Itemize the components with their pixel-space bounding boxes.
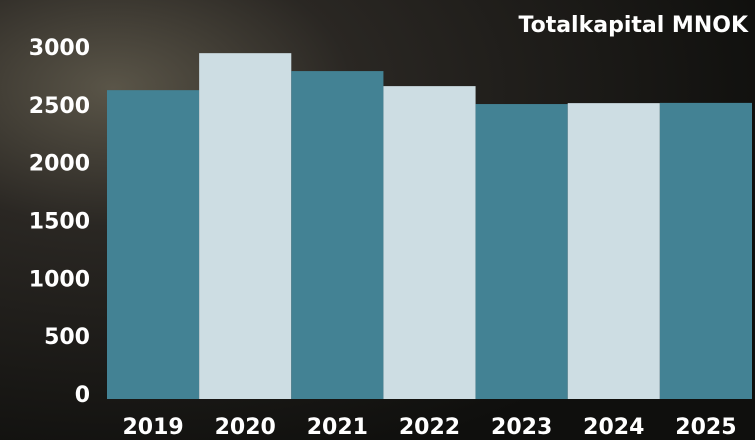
x-tick-label: 2021 — [307, 415, 368, 440]
y-tick-label: 3000 — [29, 36, 90, 61]
x-tick-label: 2025 — [675, 415, 736, 440]
y-tick-label: 1000 — [29, 267, 90, 292]
x-tick-label: 2019 — [122, 415, 183, 440]
chart-title: Totalkapital MNOK — [519, 13, 749, 38]
x-tick-label: 2023 — [491, 415, 552, 440]
bar — [291, 71, 383, 399]
x-tick-label: 2022 — [399, 415, 460, 440]
bar — [199, 53, 291, 399]
bar — [660, 103, 752, 399]
y-tick-label: 1500 — [29, 210, 90, 235]
y-tick-label: 2500 — [29, 94, 90, 119]
x-tick-label: 2024 — [583, 415, 644, 440]
y-tick-label: 2000 — [29, 152, 90, 177]
chart: Totalkapital MNOK 0 500 1000 1500 2000 2500 30… — [0, 0, 755, 440]
bar — [568, 103, 660, 399]
y-tick-label: 500 — [44, 325, 90, 350]
bar — [107, 90, 199, 399]
bar — [476, 104, 568, 399]
y-tick-label: 0 — [75, 383, 90, 408]
bar — [383, 86, 475, 399]
x-tick-label: 2020 — [215, 415, 276, 440]
